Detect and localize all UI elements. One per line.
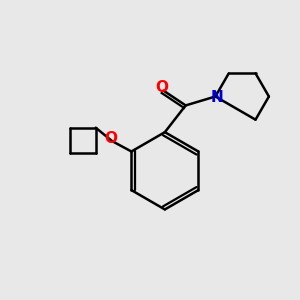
- Text: O: O: [104, 130, 117, 146]
- Text: O: O: [155, 80, 168, 95]
- Text: N: N: [211, 91, 223, 106]
